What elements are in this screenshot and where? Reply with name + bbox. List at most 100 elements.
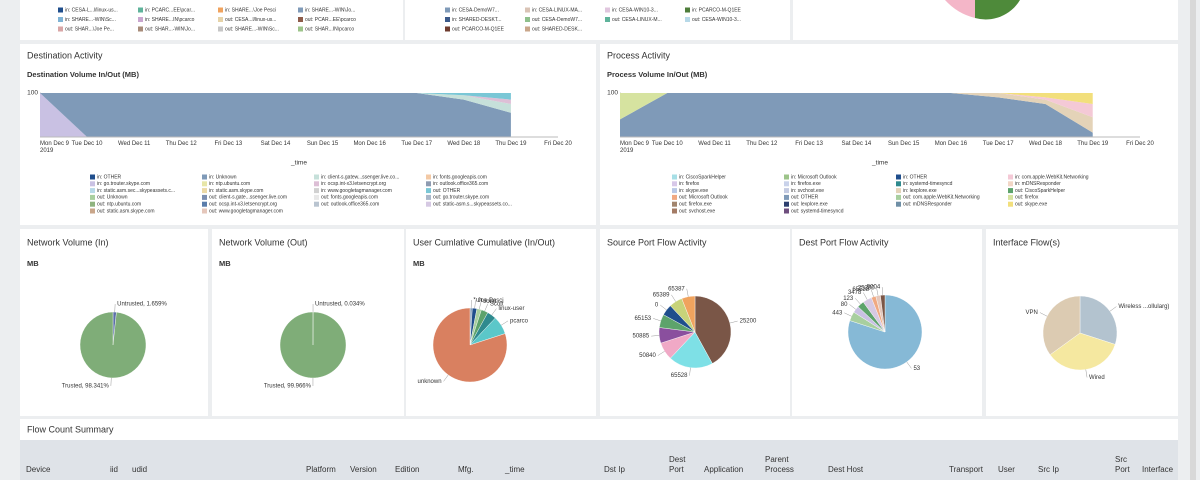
legend-label: in: CESA-L...l/linux-us... (65, 7, 118, 13)
legend-label: in: systemd-timesyncd (903, 181, 953, 187)
x-tick-label: Mon Dec 9 2019 (40, 141, 70, 154)
legend-swatch (1008, 194, 1013, 200)
column-header[interactable]: Transport (949, 465, 983, 474)
x-axis-title: _time (290, 160, 307, 167)
chart-subtitle: MB (219, 259, 231, 268)
column-header[interactable]: Application (704, 465, 744, 474)
legend-swatch (784, 174, 789, 180)
column-header[interactable]: Platform (306, 465, 336, 474)
leader-line (1085, 369, 1088, 378)
leader-line (863, 292, 868, 300)
legend-swatch (202, 174, 207, 180)
column-header[interactable]: iid (110, 465, 119, 474)
x-tick-label: Sat Dec 14 (841, 141, 872, 147)
legend-label: in: www.googletagmanager.com (321, 188, 392, 194)
legend-label: out: fonts.googleapis.com (321, 195, 378, 201)
pie-label: 443 (832, 310, 843, 316)
legend-label: in: CESA-WIN10-3... (612, 7, 658, 13)
x-tick-label: Sun Dec 15 (887, 141, 920, 147)
leader-line (686, 288, 689, 297)
legend-swatch (90, 174, 95, 180)
legend-label: in: SHARED-DESKT... (452, 17, 501, 23)
legend-swatch (314, 194, 319, 200)
leader-line (1039, 312, 1048, 317)
column-header[interactable]: Dest Port (669, 455, 686, 474)
legend-label: out: SHARED-DESK... (532, 26, 582, 32)
legend-swatch (202, 194, 207, 200)
x-tick-label: Fri Dec 20 (1126, 141, 1154, 147)
legend-swatch (1008, 181, 1013, 187)
pie-label: VPN (1026, 310, 1038, 316)
legend-label: in: OTHER (97, 174, 122, 180)
pie-label: Scott (490, 301, 504, 307)
legend-label: out: lexplore.exe (791, 202, 828, 208)
legend-swatch (202, 188, 207, 194)
leader-line (484, 303, 489, 312)
legend-swatch (672, 208, 677, 214)
column-header[interactable]: Src Ip (1038, 465, 1059, 474)
legend-label: out: ocsp.int-x3.letsencrypt.org (209, 202, 277, 208)
pie-label: 25200 (858, 285, 875, 291)
legend-label: out: outlook.office365.com (321, 202, 379, 208)
legend-label: in: CESA-DemoW7... (452, 7, 499, 13)
legend-label: out: svchost.exe (679, 208, 715, 214)
column-header[interactable]: Interface (1142, 465, 1174, 474)
legend-label: out: CESA-DemoW7... (532, 17, 582, 23)
leader-line (651, 335, 660, 337)
column-header[interactable]: Version (350, 465, 377, 474)
legend-swatch (90, 201, 95, 207)
area (40, 93, 511, 100)
legend-label: in: ocsp.int-x3.letsencrypt.org (321, 181, 386, 187)
area (620, 93, 1093, 137)
leader-line (657, 351, 665, 356)
column-header[interactable]: Parent Process (765, 455, 794, 474)
legend-swatch (784, 181, 789, 187)
legend-label: out: SHAR...\Joe Pe... (65, 26, 114, 32)
legend-label: out: CESA-WIN10-3... (692, 17, 741, 23)
panel-title: Source Port Flow Activity (607, 237, 707, 247)
legend-label: out: CiscoSparkHelper (1015, 188, 1065, 194)
column-header[interactable]: udid (132, 465, 148, 474)
column-header[interactable]: User (998, 465, 1015, 474)
column-header[interactable]: Device (26, 465, 51, 474)
column-header[interactable]: Dst Ip (604, 465, 625, 474)
legend-swatch (605, 7, 610, 13)
pie-label: 5004 (867, 285, 881, 291)
legend-label: out: systemd-timesyncd (791, 208, 844, 214)
legend-label: out: SHAR...-WIN\Jo... (145, 26, 195, 32)
legend-label: in: mDNSResponder (1015, 181, 1061, 187)
column-header[interactable]: Mfg. (458, 465, 474, 474)
partial-pie (945, 0, 975, 18)
column-header[interactable]: Dest Host (828, 465, 864, 474)
legend-label: out: CESA...l/linux-us... (225, 17, 276, 23)
panel-title: Destination Activity (27, 50, 103, 60)
legend-label: out: PCARCO-M-Q1EE (452, 26, 505, 32)
scrollbar[interactable] (1190, 0, 1196, 480)
pie-label: *un (473, 298, 482, 304)
legend-swatch (426, 194, 431, 200)
legend-swatch (202, 201, 207, 207)
legend-swatch (896, 201, 901, 207)
legend-swatch (426, 174, 431, 180)
legend-label: in: Unknown (209, 174, 237, 180)
pie-label: Untrusted, 0.034% (315, 302, 365, 308)
legend-label: in: firefox (679, 181, 700, 187)
legend-swatch (672, 201, 677, 207)
column-header[interactable]: Src Port (1115, 455, 1130, 474)
legend-label: out: go.trouter.skype.com (433, 195, 489, 201)
panel-title: Dest Port Flow Activity (799, 237, 889, 247)
panel-title: Network Volume (In) (27, 237, 109, 247)
legend-swatch (426, 188, 431, 194)
leader-line (855, 298, 861, 305)
legend-label: out: mDNSResponder (903, 202, 952, 208)
legend-swatch (90, 208, 95, 214)
chart-subtitle: MB (413, 259, 425, 268)
legend-label: in: PCARC...EE\pcar... (145, 7, 195, 13)
column-header[interactable]: _time (505, 465, 525, 474)
pie-label: unknown (418, 379, 442, 385)
legend-label: in: skype.exe (679, 188, 708, 194)
chart-title: Process Volume In/Out (MB) (607, 70, 708, 79)
column-header[interactable]: Edition (395, 465, 420, 474)
panel-title: Interface Flow(s) (993, 237, 1060, 247)
